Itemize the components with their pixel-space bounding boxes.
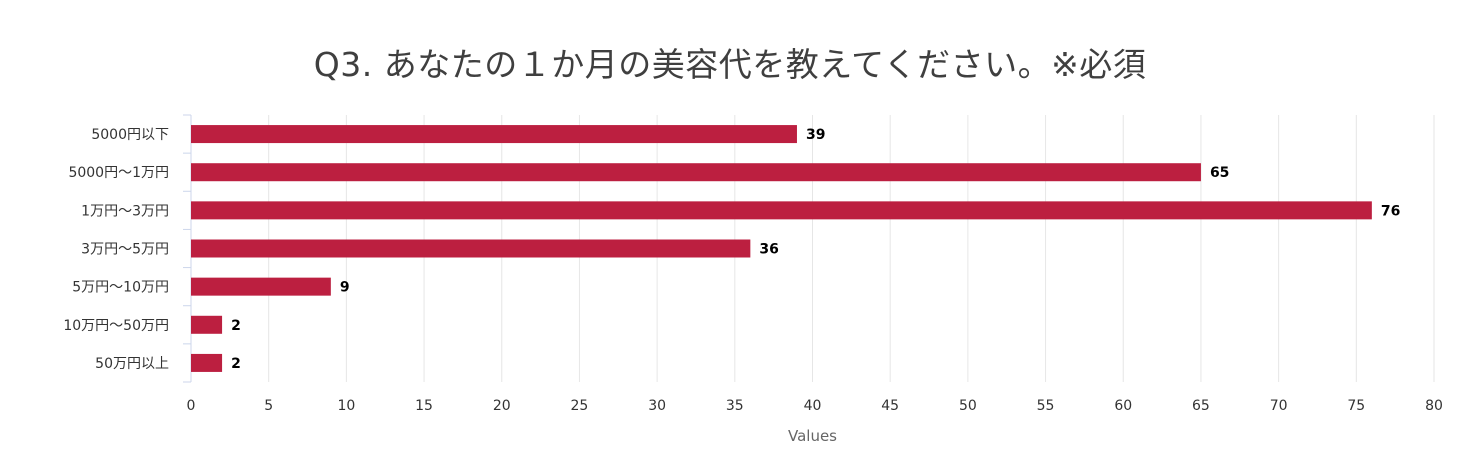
- x-tick-label: 20: [493, 398, 511, 414]
- category-label: 5000円～1万円: [68, 165, 169, 181]
- data-label: 65: [1210, 165, 1229, 181]
- x-tick-label: 10: [337, 398, 355, 414]
- data-label: 2: [231, 318, 241, 334]
- data-label: 76: [1381, 203, 1400, 219]
- gridlines: [268, 115, 1435, 382]
- x-tick-label: 25: [571, 398, 589, 414]
- x-tick-label: 75: [1347, 398, 1365, 414]
- x-tick-label: 80: [1425, 398, 1443, 414]
- x-tick-label: 50: [959, 398, 977, 414]
- bar[interactable]: [191, 353, 223, 372]
- x-tick-label: 65: [1192, 398, 1210, 414]
- x-tick-label: 40: [804, 398, 822, 414]
- data-label: 2: [231, 356, 241, 372]
- bar[interactable]: [191, 277, 331, 296]
- x-tick-label: 0: [187, 398, 196, 414]
- bar[interactable]: [191, 239, 751, 258]
- category-label: 5万円～10万円: [72, 280, 169, 296]
- x-tick-label: 45: [881, 398, 899, 414]
- bar[interactable]: [191, 201, 1372, 220]
- chart-title: Q3. あなたの１か月の美容代を教えてください。※必須: [313, 45, 1147, 84]
- x-tick-label: 30: [648, 398, 666, 414]
- category-label: 5000円以下: [91, 127, 169, 143]
- x-tick-label: 35: [726, 398, 744, 414]
- x-tick-label: 15: [415, 398, 433, 414]
- category-label: 50万円以上: [95, 356, 169, 372]
- x-tick-label: 70: [1270, 398, 1288, 414]
- category-label: 1万円～3万円: [81, 203, 169, 219]
- data-label: 39: [806, 127, 825, 143]
- x-axis-title: Values: [788, 427, 837, 445]
- bar[interactable]: [191, 315, 223, 334]
- data-label: 36: [759, 242, 778, 258]
- x-tick-label: 55: [1037, 398, 1055, 414]
- category-label: 10万円～50万円: [63, 318, 169, 334]
- x-tick-label: 60: [1114, 398, 1132, 414]
- bar[interactable]: [191, 163, 1201, 182]
- category-label: 3万円～5万円: [81, 242, 169, 258]
- data-label: 9: [340, 280, 350, 296]
- bar[interactable]: [191, 125, 797, 144]
- x-tick-label: 5: [264, 398, 273, 414]
